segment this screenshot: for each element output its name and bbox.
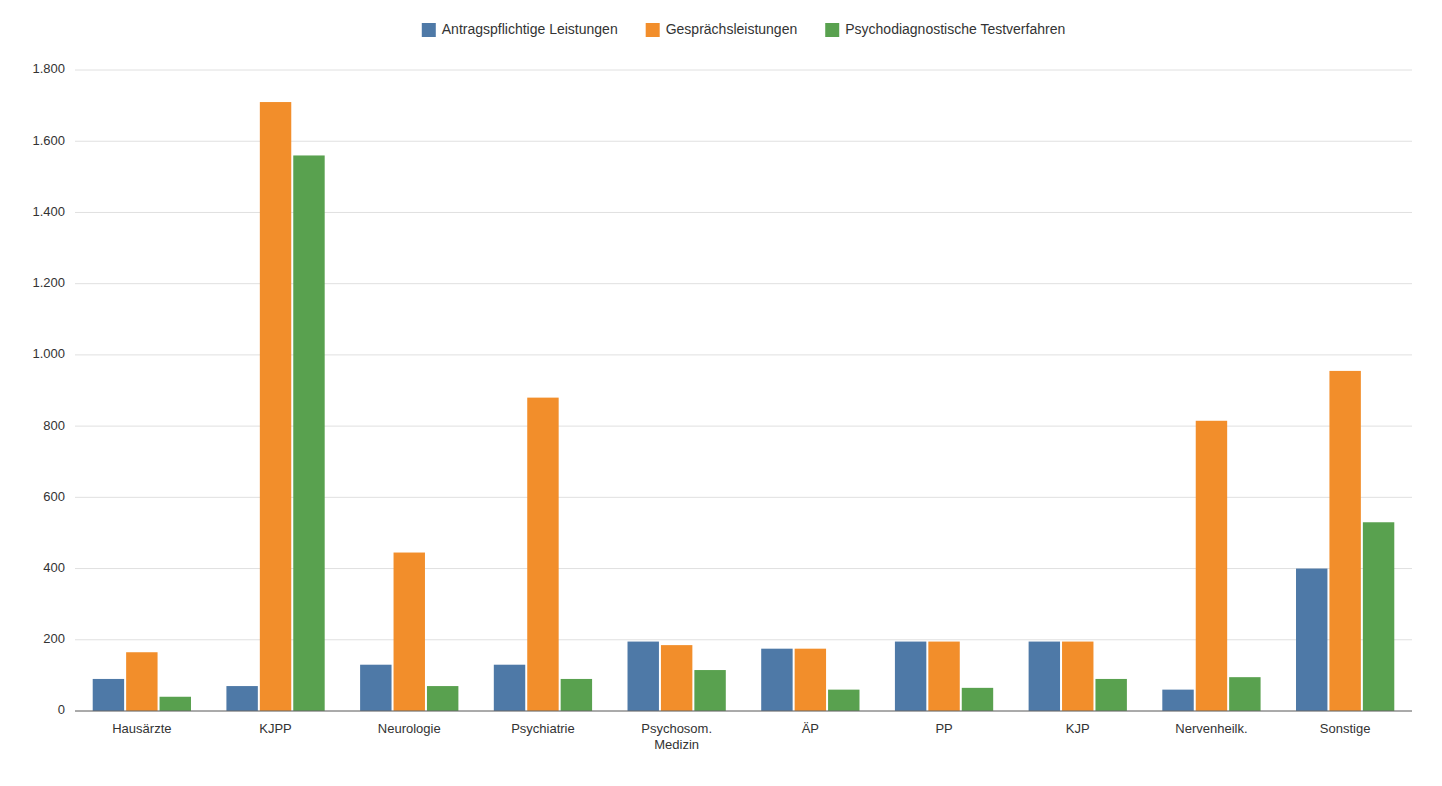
- x-tick-label: ÄP: [802, 721, 819, 736]
- grid-line: [75, 711, 1412, 712]
- x-axis-line: [75, 711, 1412, 712]
- bar: [260, 102, 291, 711]
- x-tick-label: PP: [935, 721, 952, 736]
- bar: [1363, 522, 1394, 711]
- legend-swatch: [646, 23, 660, 37]
- bar: [1029, 642, 1060, 711]
- y-tick-label: 1.200: [32, 275, 65, 290]
- bar: [226, 686, 257, 711]
- bar: [1162, 690, 1193, 711]
- y-tick-label: 1.400: [32, 204, 65, 219]
- legend-item: Antragspflichtige Leistungen: [422, 21, 618, 37]
- bar: [427, 686, 458, 711]
- bar: [761, 649, 792, 711]
- y-tick-label: 0: [58, 702, 65, 717]
- chart: 0 200 400 600 800 1.000 1.200 1.400 1.600 1.800 Ha…: [0, 0, 1442, 786]
- y-tick-label: 1.600: [32, 133, 65, 148]
- bar: [1062, 642, 1093, 711]
- x-tick-label: Sonstige: [1320, 721, 1371, 736]
- grid: [75, 70, 1412, 711]
- legend-item: Gesprächsleistungen: [646, 21, 798, 37]
- x-tick-label: KJPP: [259, 721, 292, 736]
- bar: [795, 649, 826, 711]
- legend-item: Psychodiagnostische Testverfahren: [825, 21, 1065, 37]
- x-tick-label: KJP: [1066, 721, 1090, 736]
- x-tick-label: Neurologie: [378, 721, 441, 736]
- bar: [1095, 679, 1126, 711]
- bar: [1196, 421, 1227, 711]
- y-tick-label: 1.800: [32, 61, 65, 76]
- legend-label: Gesprächsleistungen: [666, 21, 798, 37]
- legend-swatch: [422, 23, 436, 37]
- background: [0, 0, 1442, 786]
- bars: [93, 102, 1395, 711]
- grid-line: [75, 70, 1412, 71]
- bar: [1329, 371, 1360, 711]
- bar: [527, 398, 558, 711]
- bar: [1229, 677, 1260, 711]
- x-axis: Hausärzte KJPP Neurologie Psychiatrie Psycho…: [112, 721, 1370, 752]
- y-axis: 0 200 400 600 800 1.000 1.200 1.400 1.600 1.800: [32, 61, 65, 717]
- y-tick-label: 800: [43, 418, 65, 433]
- x-tick-label: Psychosom.Medizin: [641, 721, 712, 752]
- bar: [661, 645, 692, 711]
- bar: [360, 665, 391, 711]
- x-tick-label: Psychiatrie: [511, 721, 575, 736]
- bar: [126, 652, 157, 711]
- y-tick-label: 200: [43, 631, 65, 646]
- bar: [293, 155, 324, 711]
- legend-label: Psychodiagnostische Testverfahren: [845, 21, 1065, 37]
- x-tick-label: Nervenheilk.: [1175, 721, 1247, 736]
- y-tick-label: 600: [43, 489, 65, 504]
- bar: [160, 697, 191, 711]
- bar: [93, 679, 124, 711]
- bar: [561, 679, 592, 711]
- y-tick-label: 400: [43, 560, 65, 575]
- bar: [694, 670, 725, 711]
- y-tick-label: 1.000: [32, 346, 65, 361]
- bar: [895, 642, 926, 711]
- bar: [1296, 569, 1327, 711]
- legend-label: Antragspflichtige Leistungen: [442, 21, 618, 37]
- bar: [628, 642, 659, 711]
- bar: [494, 665, 525, 711]
- bar: [828, 690, 859, 711]
- bar: [394, 553, 425, 711]
- legend-swatch: [825, 23, 839, 37]
- x-tick-label: Hausärzte: [112, 721, 171, 736]
- bar: [928, 642, 959, 711]
- bar: [962, 688, 993, 711]
- legend: Antragspflichtige Leistungen Gesprächslei…: [422, 21, 1065, 37]
